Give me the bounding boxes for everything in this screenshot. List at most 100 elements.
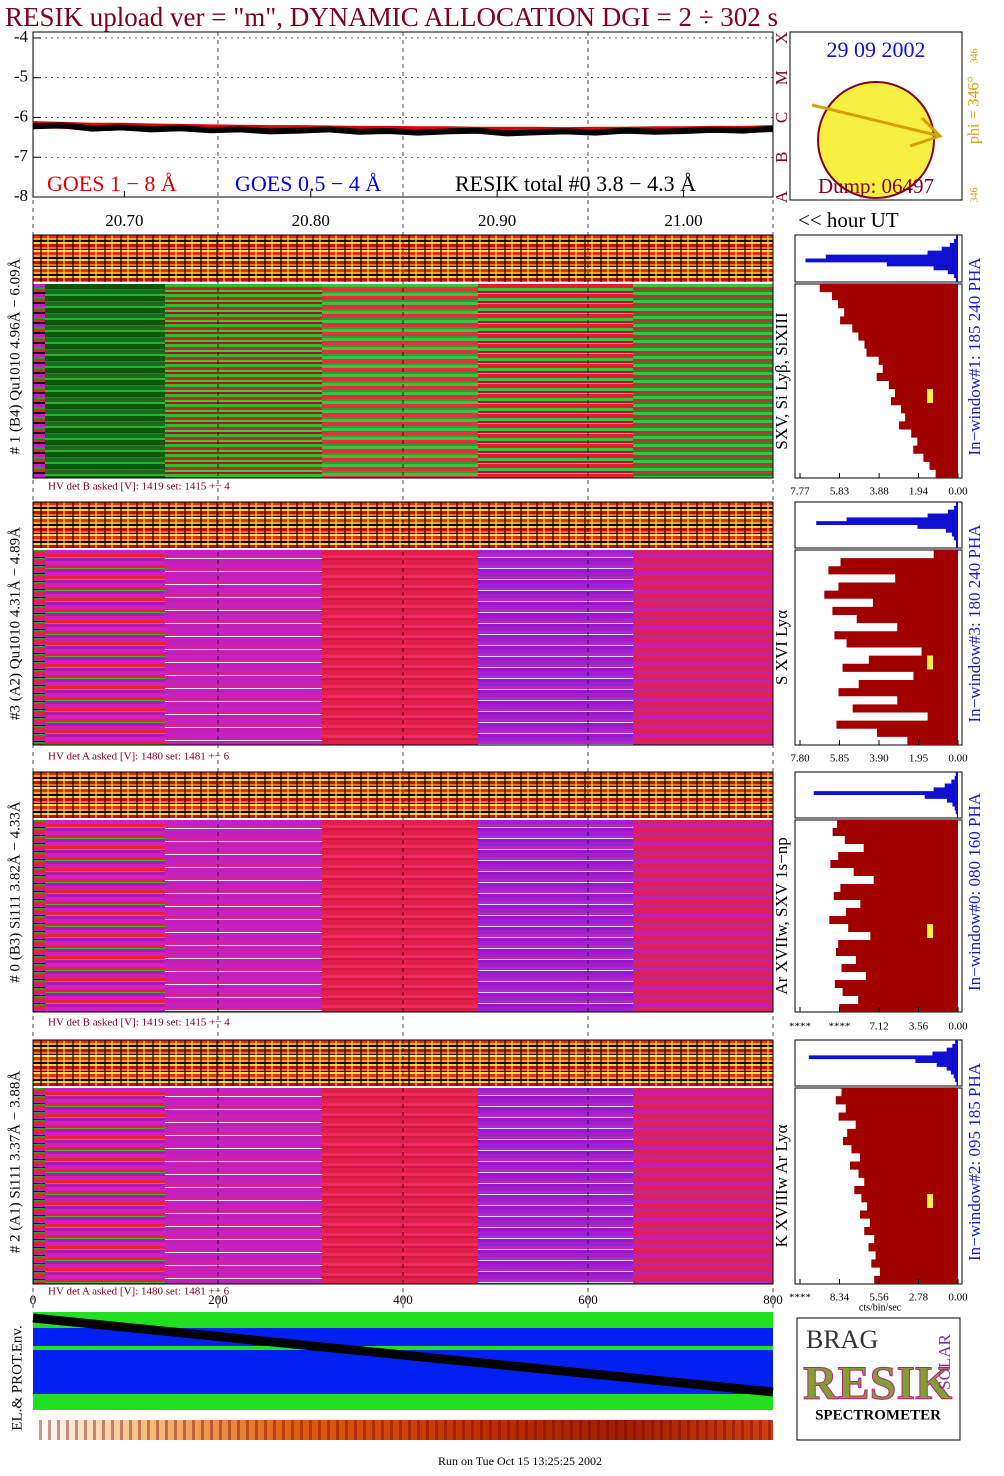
spectrogram-frame	[32, 771, 774, 1013]
heat-strip	[33, 1040, 773, 1086]
window-marker	[927, 389, 933, 403]
detector-label: # 2 (A1) Si111 3.37Å − 3.88Å	[7, 1071, 23, 1254]
sun-frame	[789, 31, 963, 201]
line-label: SXV, Si Lyβ, SiXIII	[772, 312, 791, 450]
hv-label: HV det A asked [V]: 1480 set: 1481 +− 6	[48, 1286, 230, 1298]
legend-entry: GOES 0.5 − 4 Å	[235, 171, 381, 196]
spectrogram-frame	[32, 501, 774, 746]
heat-strip	[33, 502, 773, 548]
hv-label: HV det B asked [V]: 1419 set: 1415 +− 4	[48, 1017, 230, 1029]
profile-tick-label: 7.12	[869, 1021, 888, 1033]
spectrogram-block	[322, 1088, 478, 1284]
spectrogram-block	[165, 1088, 322, 1284]
line-label: K XVIIIw Ar Lyα	[772, 1125, 791, 1248]
window-label: In−window#3: 180 240 PHA	[965, 524, 984, 723]
profile	[824, 550, 958, 745]
profile-tick-label: 5.85	[830, 753, 850, 765]
phi-label: phi = 346°	[966, 76, 983, 144]
profile	[805, 235, 958, 282]
legend-entry: GOES 1 − 8 Å	[47, 171, 177, 196]
dump-label: Dump: 06497	[818, 174, 934, 198]
series-line	[32, 122, 774, 137]
logo-spectrometer: SPECTROMETER	[815, 1407, 941, 1423]
logo-frame	[796, 1317, 961, 1441]
profile-tick-label: 5.56	[869, 1292, 889, 1304]
hv-label: HV det B asked [V]: 1419 set: 1415 +− 4	[48, 481, 230, 493]
y-tick-label: -4	[14, 27, 29, 46]
spectrogram-block	[45, 284, 165, 478]
spectrogram-block	[322, 284, 478, 478]
logo-brag: BRAG	[806, 1325, 878, 1354]
logo-resik: RESIK	[803, 1357, 952, 1410]
spectrogram-block	[165, 550, 322, 745]
class-label: X	[772, 32, 791, 44]
profile	[829, 820, 958, 1012]
env-label: EL.& PROT.Env.	[9, 1325, 25, 1430]
profile	[813, 772, 958, 818]
y-tick-label: -8	[14, 186, 28, 205]
spectrogram-block	[33, 284, 45, 478]
sun-arrow	[909, 116, 943, 148]
spectrogram-block	[633, 1088, 773, 1284]
spectrogram-frame	[32, 1039, 774, 1285]
footer: Run on Tue Oct 15 13:25:25 2002	[438, 1454, 602, 1468]
detector-label: # 0 (B3) Si111 3.82Å − 4.33Å	[7, 801, 23, 983]
hour-tick-label: 20.80	[292, 211, 330, 230]
spectrogram-block	[322, 820, 478, 1012]
sun-disk	[817, 81, 935, 199]
spectrogram-block	[165, 284, 322, 478]
profile-tick-label: 7.80	[790, 753, 810, 765]
profile-tick-label: 1.94	[909, 486, 929, 498]
profile-tick-label: 3.56	[909, 1021, 929, 1033]
class-label: A	[772, 190, 791, 203]
detector-label: #3 (A2) Qu1010 4.31Å − 4.89Å	[7, 527, 23, 720]
profile-tick-label: 0.00	[948, 1021, 968, 1033]
line-label: Ar XVIIw, SXV 1s−np	[772, 837, 791, 994]
profile-tick-label: 5.83	[830, 486, 850, 498]
profile-tick-label: 0.00	[948, 486, 968, 498]
spectrogram-block	[45, 550, 165, 745]
sun-axis	[811, 103, 941, 138]
profile-tick-label: 3.90	[869, 753, 889, 765]
profile	[835, 1088, 958, 1284]
hour-axis-label: << hour UT	[798, 208, 899, 232]
profile-tick-label: 1.95	[909, 753, 929, 765]
detector-label: # 1 (B4) Qu1010 4.96Å − 6.09Å	[7, 258, 23, 454]
spectrogram-block	[633, 284, 773, 478]
hour-tick-label: 20.90	[478, 211, 516, 230]
spectrogram-block	[45, 820, 165, 1012]
spectrogram-block	[322, 550, 478, 745]
spectrogram-block	[33, 820, 45, 1012]
profile-tick-label: ****	[829, 1021, 851, 1033]
spectrogram-block	[33, 550, 45, 745]
profile-tick-label: ****	[789, 1021, 811, 1033]
sun-date: 29 09 2002	[827, 37, 926, 62]
spectrogram-block	[165, 820, 322, 1012]
profile-axis-label: cts/bin/sec	[859, 1302, 902, 1313]
y-tick-label: -6	[14, 106, 28, 125]
spectrogram-block	[33, 1088, 45, 1284]
class-label: M	[772, 70, 791, 85]
hv-label: HV det A asked [V]: 1480 set: 1481 +− 6	[48, 751, 230, 763]
profile	[808, 1040, 958, 1086]
spectrogram-block	[478, 284, 633, 478]
profile-tick-label: 8.34	[830, 1292, 850, 1304]
window-label: In−window#2: 095 185 PHA	[965, 1062, 984, 1261]
y-tick-label: -5	[14, 67, 28, 86]
line-label: S XVI Lyα	[772, 610, 791, 685]
profile-tick-label: 0.00	[948, 1292, 968, 1304]
window-marker	[927, 655, 933, 670]
hour-tick-label: 20.70	[105, 211, 143, 230]
profile-tick-label: ****	[789, 1292, 811, 1304]
phi-bottom: 346	[969, 188, 980, 203]
window-marker	[927, 924, 933, 938]
window-marker	[927, 1194, 933, 1208]
env-colorbar	[33, 1420, 773, 1440]
spectrogram-block	[478, 1088, 633, 1284]
spectrogram-frame	[32, 234, 774, 479]
hour-tick-label: 21.00	[664, 211, 702, 230]
env-trend	[32, 1313, 774, 1397]
spectrogram-block	[633, 820, 773, 1012]
